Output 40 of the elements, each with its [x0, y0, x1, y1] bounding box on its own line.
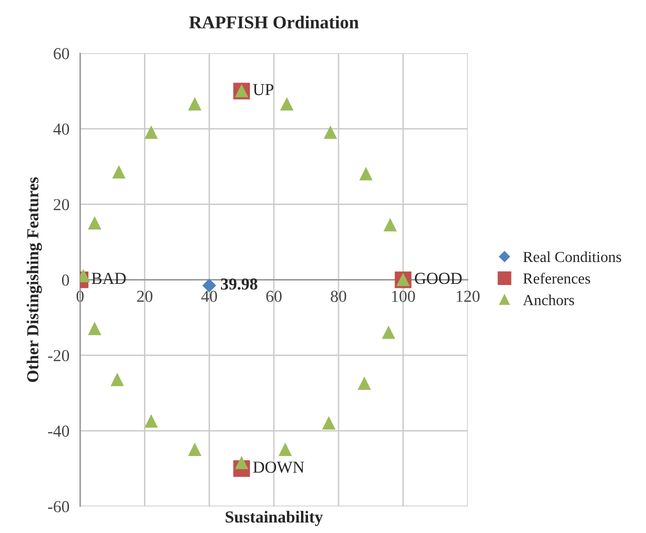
x-tick-label: 20 [137, 290, 152, 302]
x-tick-label: 120 [456, 290, 480, 302]
y-tick-label: 60 [54, 48, 70, 60]
point [111, 374, 124, 386]
point [358, 377, 371, 390]
y-axis-title: Other Distingishing Features [26, 177, 42, 382]
legend-label: Anchors [522, 294, 574, 306]
point [112, 166, 126, 178]
x-tick-label: 100 [392, 290, 415, 302]
point [144, 415, 158, 428]
point [280, 98, 294, 111]
point [324, 126, 337, 139]
annotation: UP [253, 84, 274, 96]
point [188, 443, 202, 456]
legend-label: Real Conditions [523, 251, 622, 262]
point [360, 168, 372, 180]
y-tick-label: 40 [53, 124, 70, 135]
x-tick-label: 40 [201, 290, 217, 302]
point [322, 417, 336, 430]
x-tick-label: 60 [266, 290, 282, 302]
point [384, 218, 396, 232]
annotation: 39.98 [220, 278, 258, 290]
y-tick-label: 20 [54, 199, 70, 210]
chart-title: RAPFISH Ordination [189, 16, 359, 28]
x-tick-label: 80 [330, 290, 346, 302]
point [88, 216, 101, 230]
annotation: GOOD [414, 272, 462, 284]
legend-label: References [523, 272, 590, 284]
y-tick-label: -40 [48, 426, 70, 437]
point [278, 443, 292, 456]
annotation: DOWN [253, 462, 304, 473]
point [188, 98, 202, 111]
x-axis-title: Sustainability [226, 510, 323, 526]
y-tick-label: -60 [48, 501, 70, 512]
point [382, 326, 395, 339]
y-tick-label: 0 [62, 274, 70, 286]
annotation: BAD [92, 272, 126, 284]
y-tick-label: -20 [48, 350, 70, 362]
point [144, 126, 158, 139]
point [88, 322, 101, 336]
